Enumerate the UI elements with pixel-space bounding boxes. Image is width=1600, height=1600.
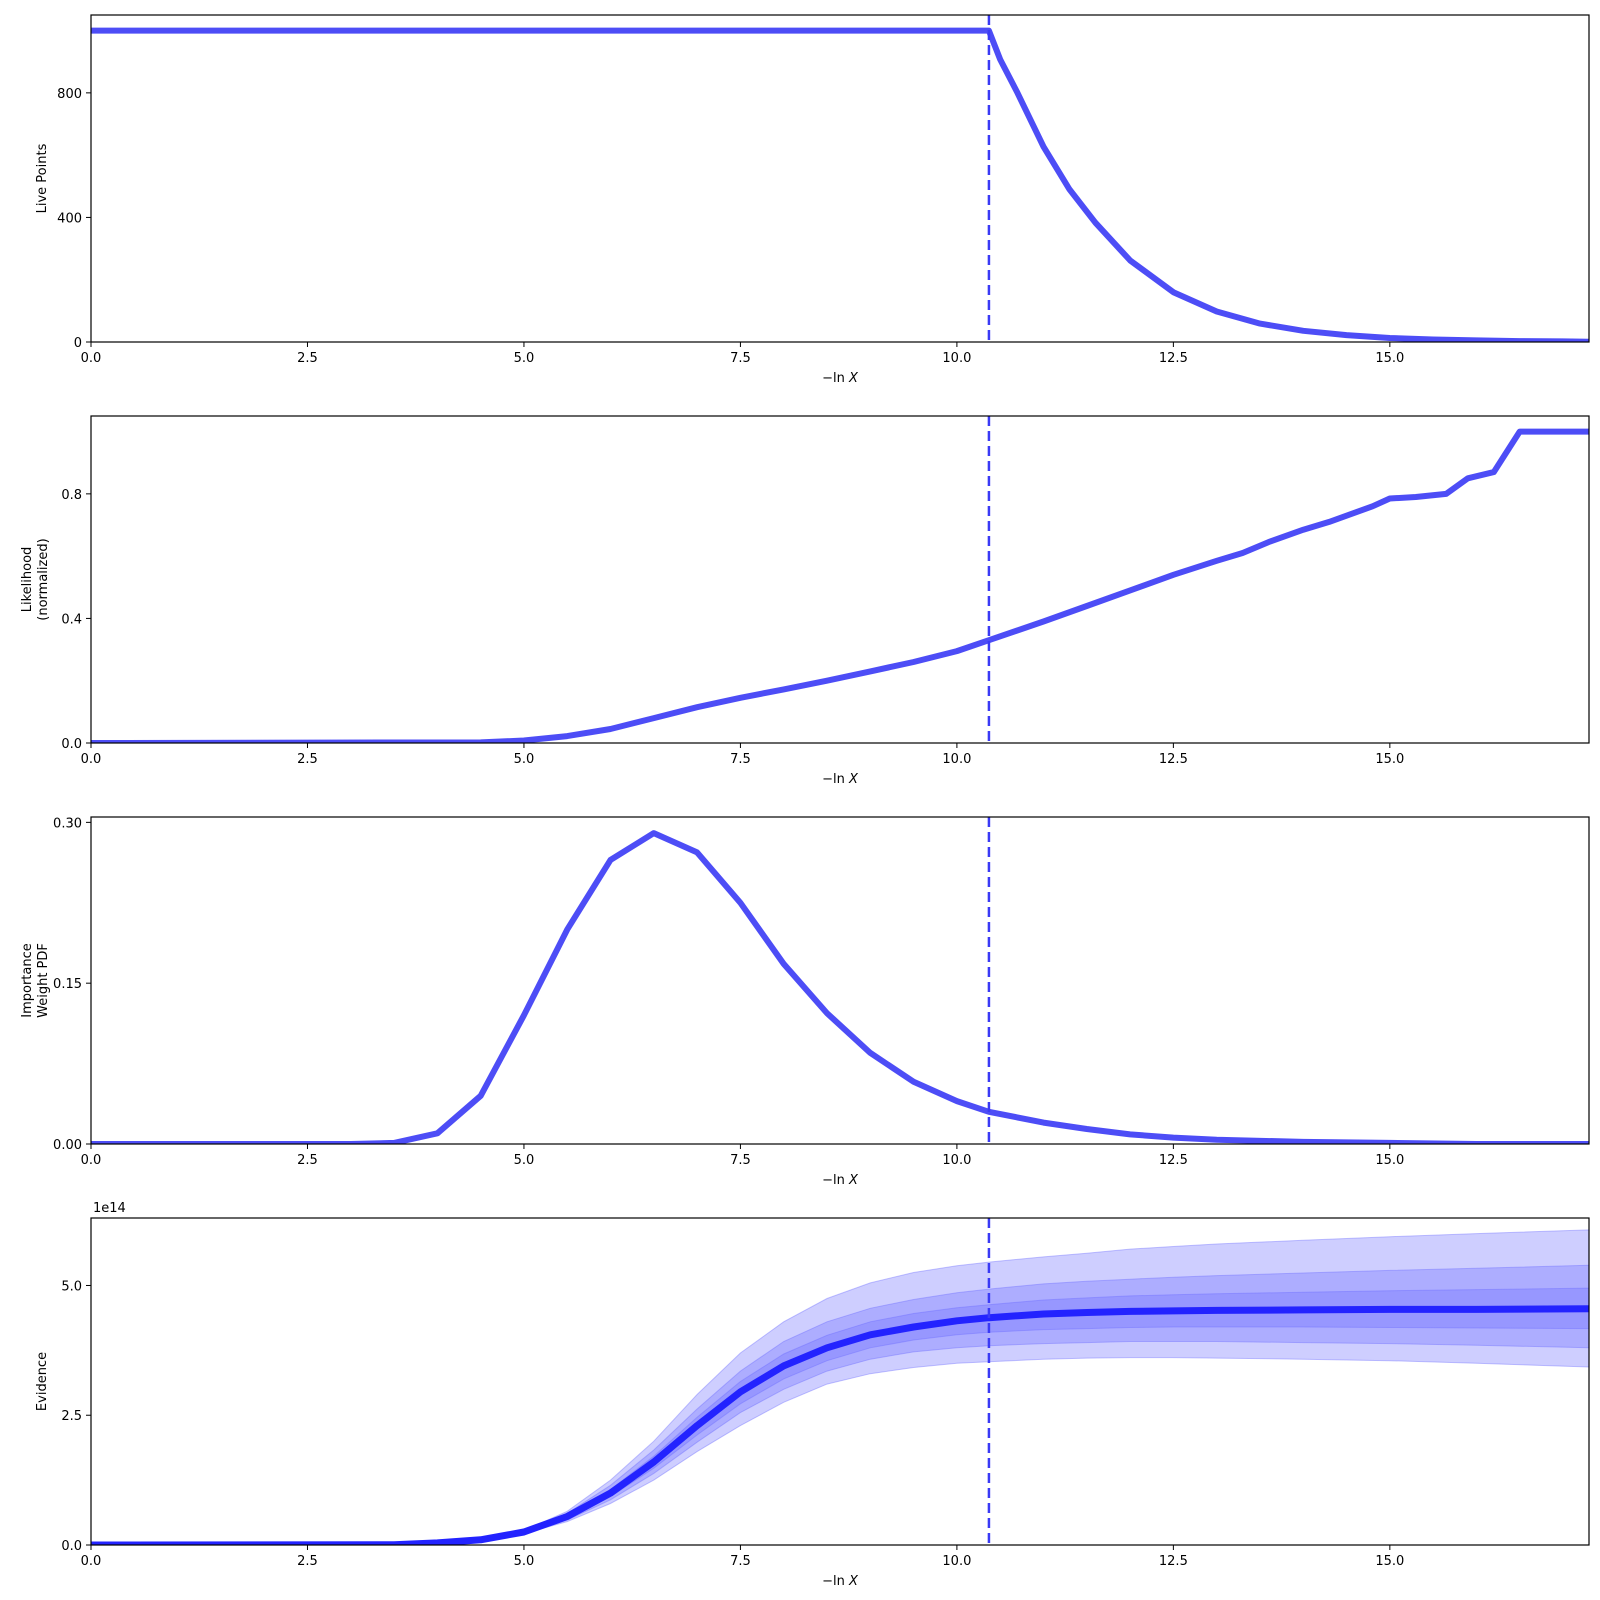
evidence-median-line [91, 1305, 1589, 1545]
y-axis-label: Evidence [35, 1352, 50, 1411]
x-tick-label: 0.0 [81, 1554, 102, 1569]
y-offset-label: 1e14 [93, 1201, 126, 1216]
x-axis-label-prefix: −ln [822, 772, 849, 787]
axes-frame [90, 1217, 1590, 1546]
y-axis-label: Weight PDF [36, 943, 51, 1018]
series-line-1 [91, 830, 1589, 1144]
panel-3: 0.0 2.5 5.0 7.5 10.0 12.5 15.0 0.00 0.15 0.30 −ln … [20, 816, 1590, 1188]
y-axis-label: Live Points [35, 143, 50, 213]
axes-frame [90, 14, 1590, 343]
x-tick-label: 10.0 [942, 752, 971, 767]
plot-area [91, 1218, 1589, 1545]
x-tick-label: 2.5 [297, 351, 318, 366]
x-tick-label: 2.5 [297, 1153, 318, 1168]
y-tick-label: 0.15 [53, 977, 82, 992]
x-tick-label: 12.5 [1159, 1554, 1188, 1569]
x-axis-label: −ln X [822, 1574, 859, 1589]
panel-4: 0.0 2.5 5.0 7.5 10.0 12.5 15.0 0.0 2.5 5.0 −ln X Ev… [35, 1201, 1590, 1589]
y-tick-label: 800 [57, 87, 82, 102]
y-tick-label: 0.4 [61, 612, 82, 627]
series-line-1 [91, 428, 1589, 743]
x-tick-label: 15.0 [1375, 351, 1404, 366]
x-axis-label-variable: X [848, 1173, 859, 1188]
x-tick-label: 7.5 [730, 1554, 751, 1569]
x-tick-label: 12.5 [1159, 1153, 1188, 1168]
x-axis-label: −ln X [822, 772, 859, 787]
x-tick-label: 5.0 [514, 351, 535, 366]
x-axis-label-prefix: −ln [822, 371, 849, 386]
x-tick-label: 0.0 [81, 752, 102, 767]
band-1sigma [91, 1287, 1589, 1545]
plot-area [91, 817, 1589, 1144]
y-axis-label: (normalized) [36, 538, 51, 620]
x-tick-label: 15.0 [1375, 1554, 1404, 1569]
x-tick-label: 12.5 [1159, 351, 1188, 366]
x-tick-label: 10.0 [942, 1153, 971, 1168]
x-axis-label-variable: X [848, 371, 859, 386]
x-tick-label: 5.0 [514, 752, 535, 767]
series-line-1 [91, 27, 1589, 342]
x-tick-label: 0.0 [81, 351, 102, 366]
plot-area [91, 416, 1589, 743]
y-tick-label: 0.8 [61, 488, 82, 503]
x-axis-label-prefix: −ln [822, 1574, 849, 1589]
axes-frame [90, 415, 1590, 744]
x-tick-label: 5.0 [514, 1153, 535, 1168]
y-axis-label: Likelihood [20, 547, 35, 613]
axes-frame [90, 816, 1590, 1145]
x-tick-label: 10.0 [942, 351, 971, 366]
x-tick-label: 7.5 [730, 752, 751, 767]
x-axis-label-variable: X [848, 772, 859, 787]
y-tick-label: 0.00 [53, 1138, 82, 1153]
y-tick-label: 400 [57, 211, 82, 226]
x-axis-label-variable: X [848, 1574, 859, 1589]
x-tick-label: 15.0 [1375, 1153, 1404, 1168]
x-tick-label: 15.0 [1375, 752, 1404, 767]
x-tick-label: 7.5 [730, 351, 751, 366]
y-axis-label: Importance [20, 943, 35, 1018]
x-tick-label: 5.0 [514, 1554, 535, 1569]
plot-area [91, 15, 1589, 342]
x-tick-label: 2.5 [297, 752, 318, 767]
x-tick-label: 0.0 [81, 1153, 102, 1168]
x-axis-label: −ln X [822, 371, 859, 386]
x-axis-label: −ln X [822, 1173, 859, 1188]
y-tick-label: 0.0 [61, 737, 82, 752]
panel-1: 0.0 2.5 5.0 7.5 10.0 12.5 15.0 0 400 800 −ln X Live… [35, 14, 1590, 386]
band-2sigma [91, 1264, 1589, 1545]
x-tick-label: 10.0 [942, 1554, 971, 1569]
y-tick-label: 5.0 [61, 1279, 82, 1294]
x-axis-label-prefix: −ln [822, 1173, 849, 1188]
y-tick-label: 0.0 [61, 1539, 82, 1554]
y-tick-label: 2.5 [61, 1409, 82, 1424]
x-tick-label: 7.5 [730, 1153, 751, 1168]
y-tick-label: 0 [74, 336, 82, 351]
x-tick-label: 12.5 [1159, 752, 1188, 767]
y-tick-label: 0.30 [53, 816, 82, 831]
x-tick-label: 2.5 [297, 1554, 318, 1569]
panel-2: 0.0 2.5 5.0 7.5 10.0 12.5 15.0 0.0 0.4 0.8 −ln X Li… [20, 415, 1590, 787]
